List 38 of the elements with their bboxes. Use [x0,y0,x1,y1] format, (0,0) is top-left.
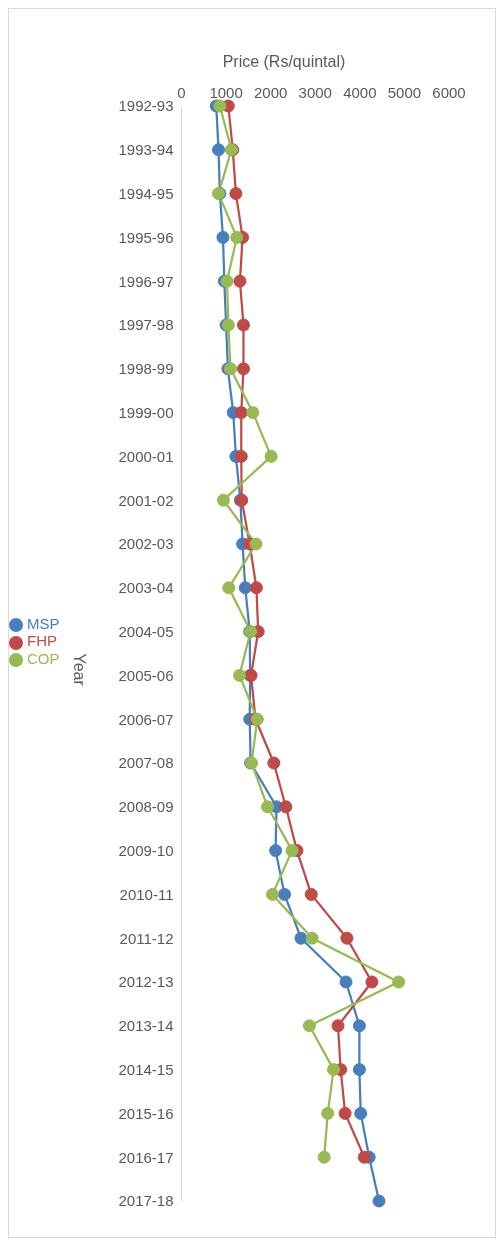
y-tick-label: 2003-04 [118,579,174,597]
y-tick-label: 2014-15 [118,1060,174,1078]
y-tick-label: 2017-18 [118,1192,174,1210]
y-tick-label: 2006-07 [118,710,174,728]
x-tick-label: 1000 [209,84,243,101]
y-tick-label: 2005-06 [118,666,174,684]
y-tick-label: 1994-95 [118,184,174,202]
legend-label: COP [27,649,60,667]
x-tick-label: 0 [177,84,186,101]
y-tick-label: 1993-94 [118,141,174,159]
x-tick-label: 4000 [343,84,377,101]
x-tick-label: 5000 [387,84,422,101]
x-tick-label: 2000 [253,84,288,101]
x-tick-label: 3000 [298,84,332,101]
legend-label: MSP [27,615,60,633]
y-tick-label: 2011-12 [119,929,174,947]
y-tick-label: 2010-11 [119,885,174,903]
y-tick-label: 2002-03 [118,535,174,553]
y-tick-label: 1995-96 [118,228,174,246]
y-tick-label: 2016-17 [118,1148,174,1166]
y-tick-label: 2007-08 [118,754,174,772]
y-tick-label: 2012-13 [118,973,174,991]
y-tick-label: 2015-16 [118,1104,174,1122]
y-tick-label: 1996-97 [118,272,174,290]
y-tick-label: 1992-93 [118,97,174,115]
y-tick-label: 2008-09 [118,798,174,816]
y-tick-label: 2000-01 [118,447,174,465]
y-tick-label: 1997-98 [118,316,174,334]
y-tick-label: 1999-00 [118,403,174,421]
y-tick-label: 2001-02 [118,491,174,509]
y-axis-title: Year [70,653,88,687]
x-axis-title: Price (Rs/quintal) [221,52,347,71]
legend-label: FHP [27,632,57,650]
y-tick-label: 1998-99 [118,360,174,378]
y-tick-label: 2013-14 [118,1017,174,1035]
y-tick-label: 2004-05 [118,622,174,640]
x-tick-label: 6000 [432,84,466,101]
y-tick-label: 2009-10 [118,841,174,859]
